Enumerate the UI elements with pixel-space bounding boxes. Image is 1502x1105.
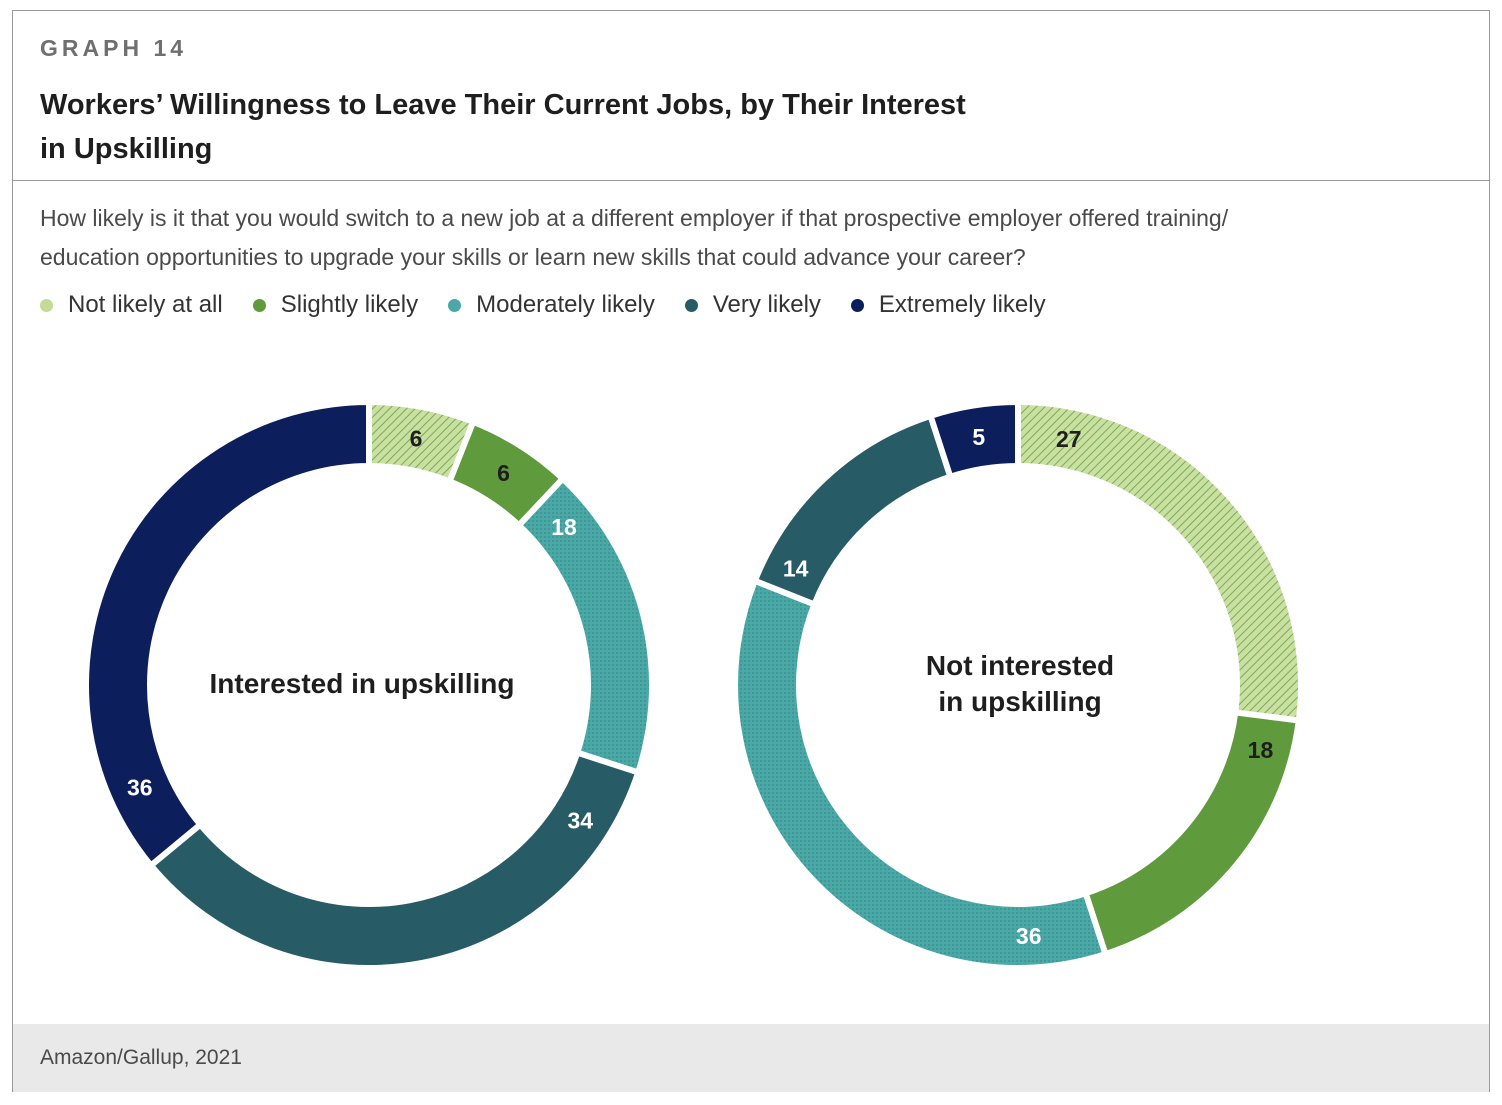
slice-value-label: 6 (410, 425, 423, 451)
legend-swatch (684, 298, 698, 312)
legend-swatch (40, 298, 53, 312)
donut-slice (926, 398, 1021, 481)
donut-interested: 6 6 18 34 36 Interested in upskilling (83, 398, 655, 971)
legend-item: Not likely at all (40, 291, 223, 319)
legend-label: Extremely likely (878, 291, 1046, 318)
title-divider (13, 180, 1489, 181)
donut-center-label: in upskilling (938, 686, 1101, 717)
donut-slice (146, 748, 642, 971)
donut-slice (732, 576, 1110, 971)
legend-item: Very likely (684, 291, 821, 319)
slice-value-label: 18 (551, 514, 577, 540)
legend-swatch (850, 298, 864, 312)
source-note: Amazon/Gallup, 2021 (40, 1046, 242, 1069)
slice-value-label: 36 (127, 774, 153, 800)
survey-question-line-1: How likely is it that you would switch t… (40, 205, 1229, 231)
donut-center-label: Interested in upskilling (210, 668, 515, 699)
legend-swatch (252, 298, 266, 312)
legend-item: Moderately likely (448, 291, 655, 319)
donut-not-interested: 27 18 36 14 5 Not interested in upskilling (732, 398, 1304, 971)
chart-title-line-2: in Upskilling (40, 133, 213, 165)
legend-label: Very likely (712, 291, 821, 318)
legend-item: Extremely likely (850, 291, 1046, 319)
survey-question: How likely is it that you would switch t… (40, 199, 1460, 277)
survey-question-line-2: education opportunities to upgrade your … (40, 244, 1026, 270)
legend-label: Not likely at all (68, 291, 223, 318)
slice-value-label: 5 (972, 424, 985, 450)
graph-number: GRAPH 14 (40, 35, 188, 61)
slice-value-label: 6 (497, 460, 510, 486)
chart-title-line-1: Workers’ Willingness to Leave Their Curr… (40, 89, 966, 121)
slice-value-label: 27 (1056, 426, 1082, 452)
slice-value-label: 36 (1016, 923, 1042, 949)
chart-title: Workers’ Willingness to Leave Their Curr… (40, 83, 1120, 171)
slice-value-label: 34 (567, 808, 593, 834)
legend: Not likely at all Slightly likely Moderate… (40, 291, 1076, 319)
slice-value-label: 14 (783, 556, 809, 582)
legend-swatch (448, 298, 462, 312)
legend-label: Slightly likely (280, 291, 419, 318)
legend-label: Moderately likely (476, 291, 655, 318)
donut-slice (514, 474, 655, 777)
donut-slice (83, 398, 372, 870)
slice-value-label: 18 (1248, 737, 1274, 763)
donut-center-label: Not interested (926, 650, 1114, 681)
footer: Amazon/Gallup, 2021 (13, 1024, 1489, 1092)
legend-item: Slightly likely (252, 291, 419, 319)
